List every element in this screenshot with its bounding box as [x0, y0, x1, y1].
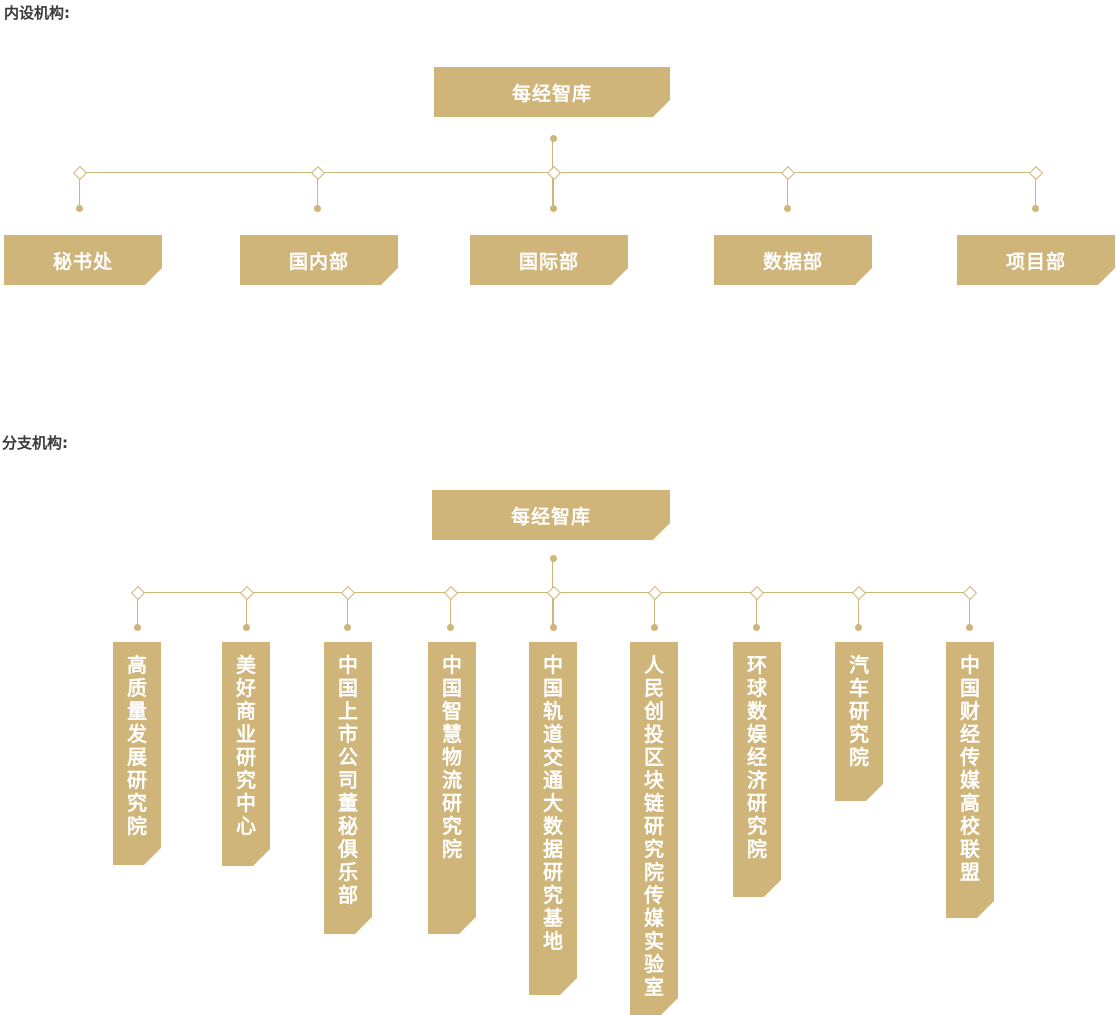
branch-node-label: 人民创投区块链研究院传媒实验室 [644, 653, 664, 999]
diamond-icon [851, 585, 866, 600]
connector-dot [784, 204, 791, 212]
child-connector [969, 592, 970, 627]
child-connector [787, 172, 788, 208]
branch-node: 环球数娱经济研究院 [733, 642, 781, 897]
connector-dot [855, 623, 862, 631]
diamond-icon [749, 585, 764, 600]
diamond-icon [647, 585, 662, 600]
branches-section-label: 分支机构: [2, 434, 68, 452]
diamond-icon [72, 165, 87, 180]
branches-root-node: 每经智库 [432, 490, 670, 540]
child-connector [553, 592, 554, 627]
connector-dot [651, 623, 658, 631]
connector-dot [549, 134, 557, 142]
child-connector [858, 592, 859, 627]
diamond-icon [1028, 165, 1043, 180]
diamond-icon [239, 585, 254, 600]
branch-node-label: 高质量发展研究院 [127, 653, 147, 838]
branch-node: 中国轨道交通大数据研究基地 [529, 642, 577, 995]
branch-node-label: 环球数娱经济研究院 [747, 653, 767, 861]
connector-dot [134, 623, 141, 631]
internal-dept-node: 国际部 [470, 235, 628, 285]
child-connector [347, 592, 348, 627]
internal-dept-node: 数据部 [714, 235, 872, 285]
connector-dot [753, 623, 760, 631]
connector-dot [550, 204, 557, 212]
branch-node: 人民创投区块链研究院传媒实验室 [630, 642, 678, 1015]
branch-node: 汽车研究院 [835, 642, 883, 801]
internal-dept-node: 国内部 [240, 235, 398, 285]
branch-node: 中国智慧物流研究院 [428, 642, 476, 934]
branch-node-label: 中国财经传媒高校联盟 [960, 653, 980, 884]
connector-dot [549, 554, 557, 562]
child-connector [553, 172, 554, 208]
branch-node-label: 汽车研究院 [849, 653, 869, 769]
child-connector [79, 172, 80, 208]
diamond-icon [130, 585, 145, 600]
connector-dot [550, 623, 557, 631]
diamond-icon [310, 165, 325, 180]
diamond-icon [780, 165, 795, 180]
child-connector [246, 592, 247, 627]
child-connector [450, 592, 451, 627]
internal-root-node: 每经智库 [434, 67, 670, 117]
diamond-icon [962, 585, 977, 600]
internal-dept-node: 秘书处 [4, 235, 162, 285]
branch-node-label: 美好商业研究中心 [236, 653, 256, 838]
child-connector [317, 172, 318, 208]
child-connector [1035, 172, 1036, 208]
branch-node-label: 中国轨道交通大数据研究基地 [543, 653, 563, 953]
connector-dot [314, 204, 321, 212]
connector-dot [243, 623, 250, 631]
branch-node: 中国财经传媒高校联盟 [946, 642, 994, 918]
connector-dot [1032, 204, 1039, 212]
diamond-icon [546, 585, 561, 600]
diamond-icon [546, 165, 561, 180]
diamond-icon [443, 585, 458, 600]
internal-dept-node: 项目部 [957, 235, 1115, 285]
branch-node: 高质量发展研究院 [113, 642, 161, 865]
connector-dot [966, 623, 973, 631]
branch-node: 中国上市公司董秘俱乐部 [324, 642, 372, 934]
child-connector [654, 592, 655, 627]
connector-dot [447, 623, 454, 631]
connector-dot [344, 623, 351, 631]
branch-node: 美好商业研究中心 [222, 642, 270, 866]
internal-section-label: 内设机构: [4, 4, 70, 22]
child-connector [756, 592, 757, 627]
diamond-icon [340, 585, 355, 600]
branch-node-label: 中国上市公司董秘俱乐部 [338, 653, 358, 907]
child-connector [137, 592, 138, 627]
connector-dot [76, 204, 83, 212]
branch-node-label: 中国智慧物流研究院 [442, 653, 462, 861]
